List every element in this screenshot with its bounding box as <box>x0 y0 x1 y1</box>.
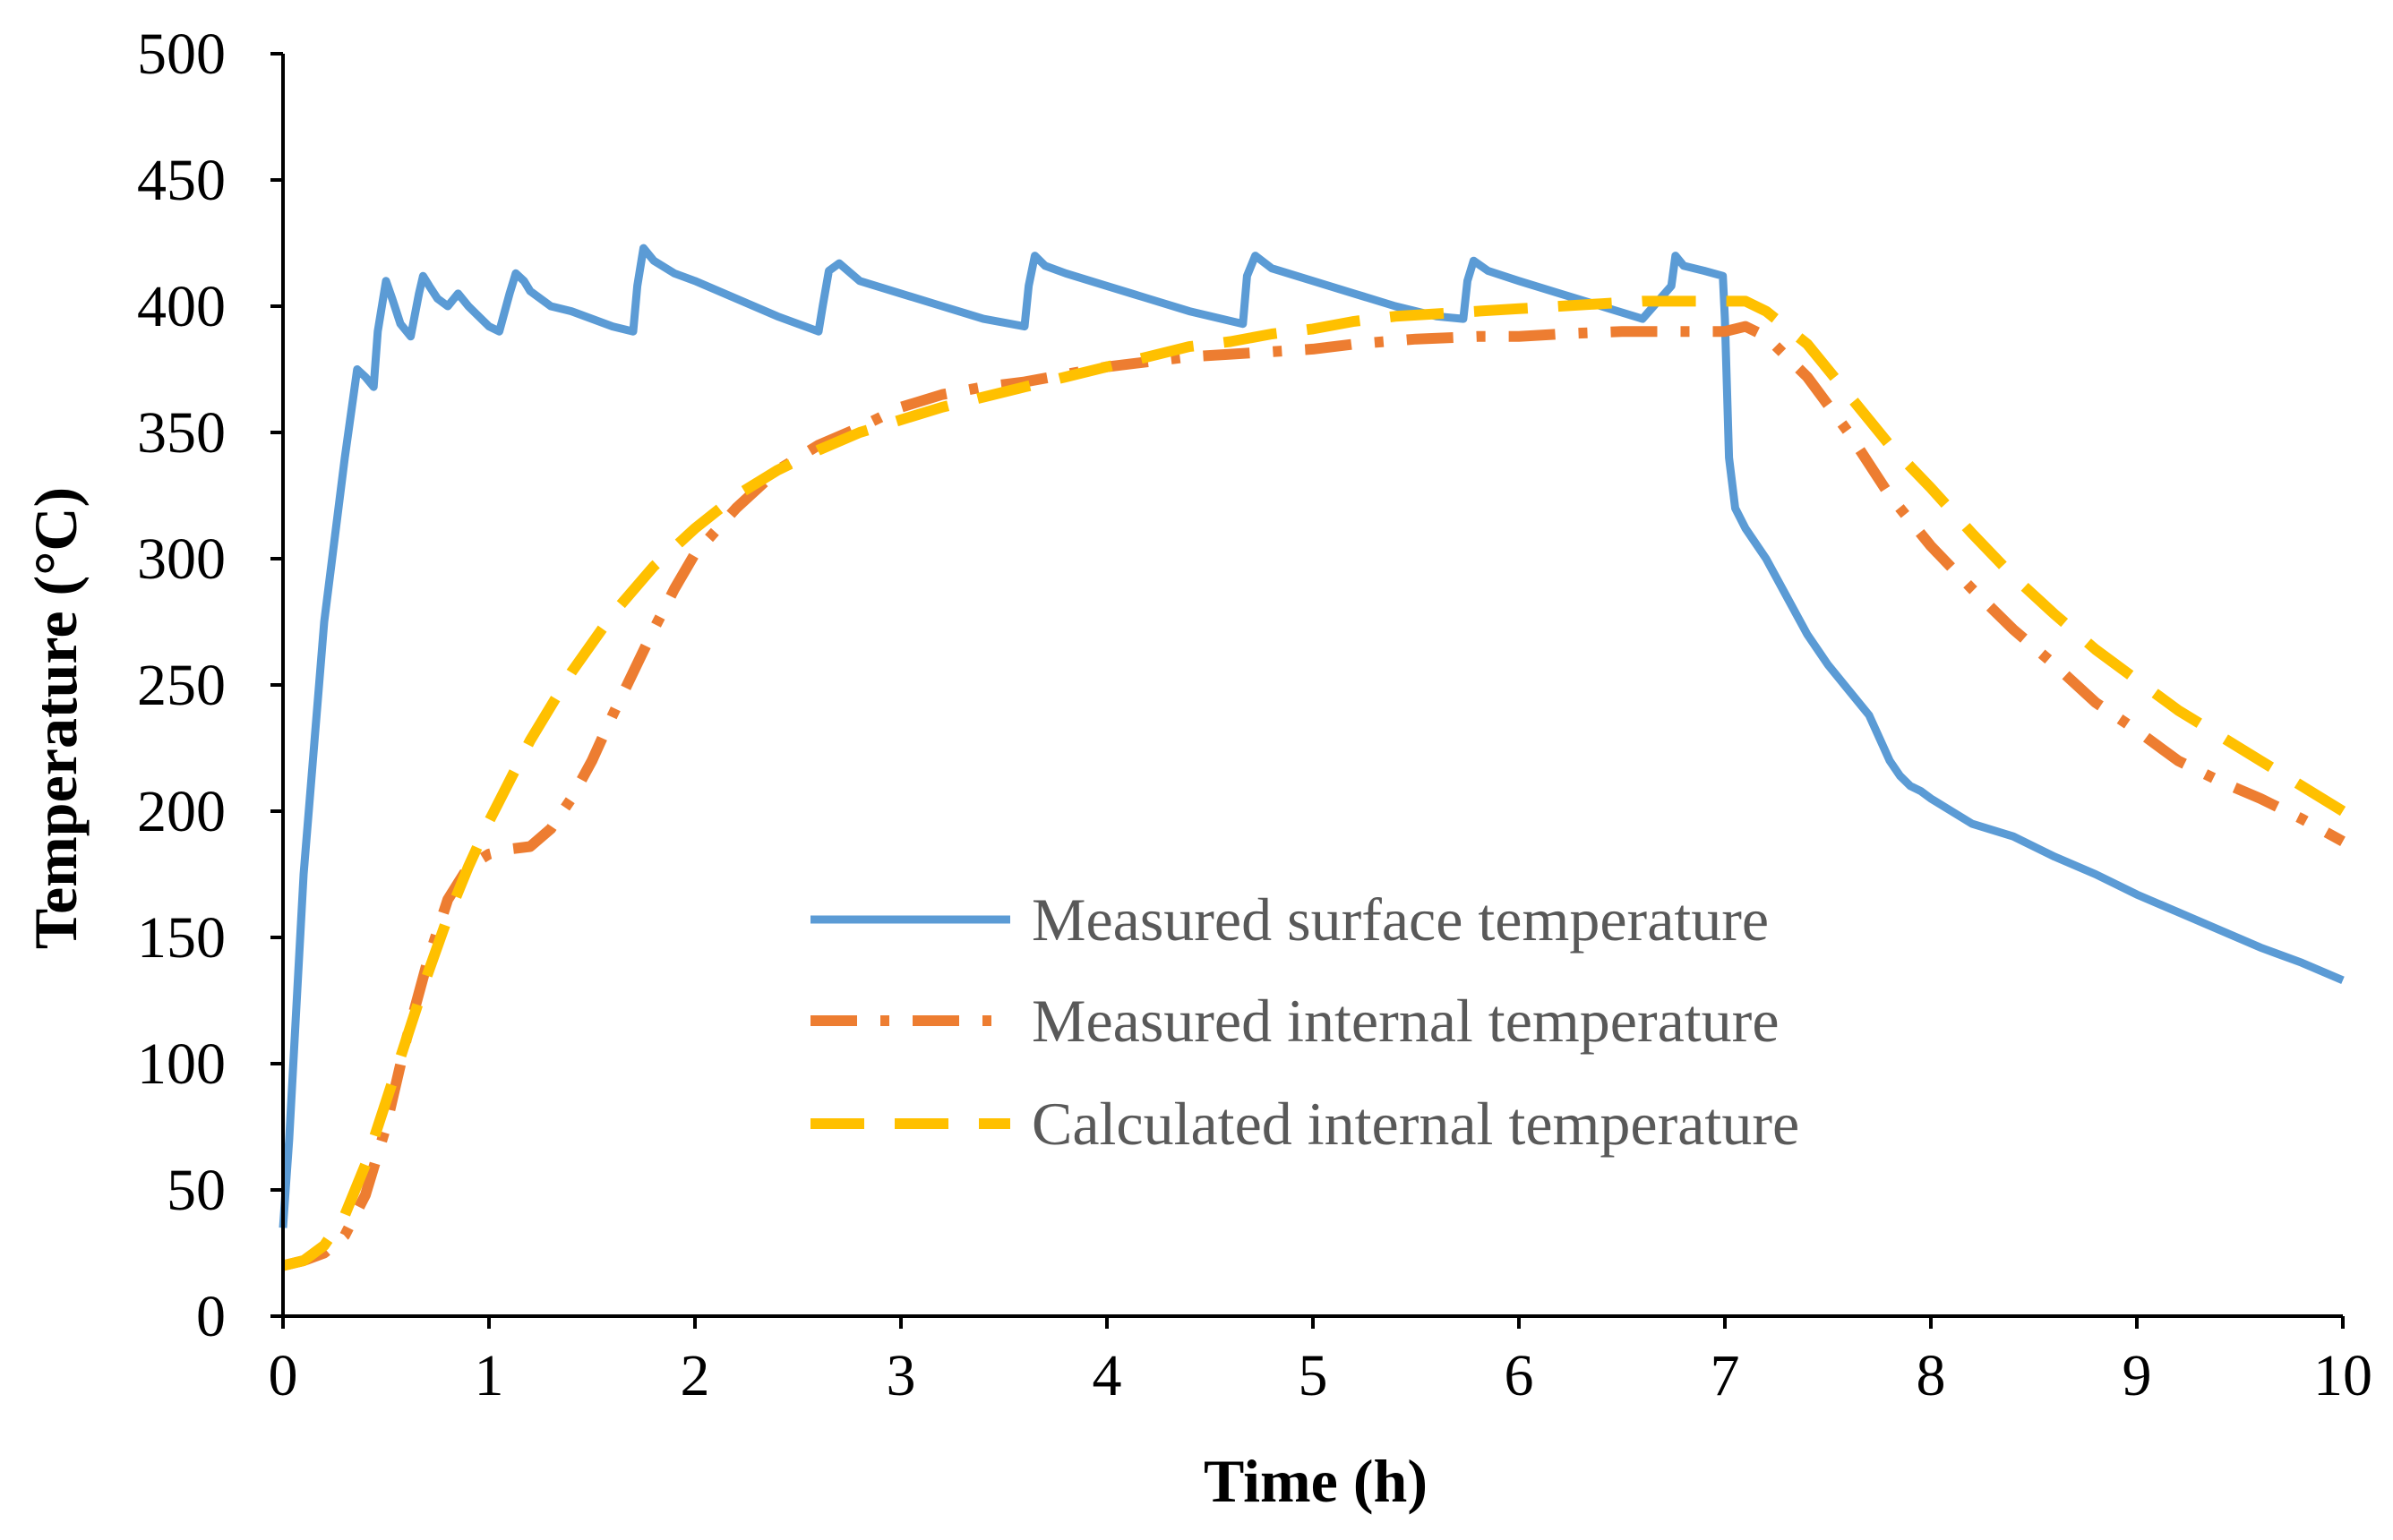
y-axis-title: Temperature (°C) <box>21 487 90 949</box>
x-tick-label: 8 <box>1917 1343 1946 1408</box>
y-tick-label: 400 <box>137 274 226 339</box>
plot-series <box>279 244 2346 1271</box>
x-tick-label: 1 <box>475 1343 504 1408</box>
y-tick-label: 300 <box>137 526 226 592</box>
x-tick-label: 7 <box>1711 1343 1740 1408</box>
series-line-2 <box>281 321 2346 1271</box>
legend-label-measured-internal: Measured internal temperature <box>1032 987 1780 1055</box>
x-tick-label: 10 <box>2313 1343 2372 1408</box>
x-tick-label: 4 <box>1093 1343 1122 1408</box>
legend-label-measured-surface: Measured surface temperature <box>1032 886 1769 954</box>
y-tick-label: 100 <box>137 1031 226 1097</box>
y-ticks: 0 50 100 150 200 250 300 350 400 450 500 <box>137 21 283 1349</box>
x-tick-label: 2 <box>681 1343 710 1408</box>
x-tick-label: 6 <box>1505 1343 1534 1408</box>
x-tick-label: 3 <box>887 1343 916 1408</box>
legend: Measured surface temperature Measured in… <box>811 886 1799 1158</box>
y-tick-label: 50 <box>167 1158 226 1223</box>
x-ticks: 0 1 2 3 4 5 6 7 8 9 10 <box>269 1316 2372 1408</box>
y-tick-label: 500 <box>137 21 226 87</box>
y-tick-label: 350 <box>137 400 226 466</box>
y-tick-label: 150 <box>137 905 226 971</box>
x-tick-label: 5 <box>1299 1343 1328 1408</box>
y-tick-label: 450 <box>137 148 226 213</box>
legend-label-calculated-internal: Calculated internal temperature <box>1032 1090 1799 1158</box>
x-tick-label: 9 <box>2123 1343 2152 1408</box>
y-tick-label: 250 <box>137 653 226 718</box>
y-tick-label: 200 <box>137 779 226 844</box>
x-tick-label: 0 <box>269 1343 298 1408</box>
series-line-3 <box>281 295 2346 1271</box>
series-line-1 <box>279 244 2345 1228</box>
x-axis-title: Time (h) <box>1204 1447 1428 1515</box>
y-tick-label: 0 <box>196 1284 226 1349</box>
